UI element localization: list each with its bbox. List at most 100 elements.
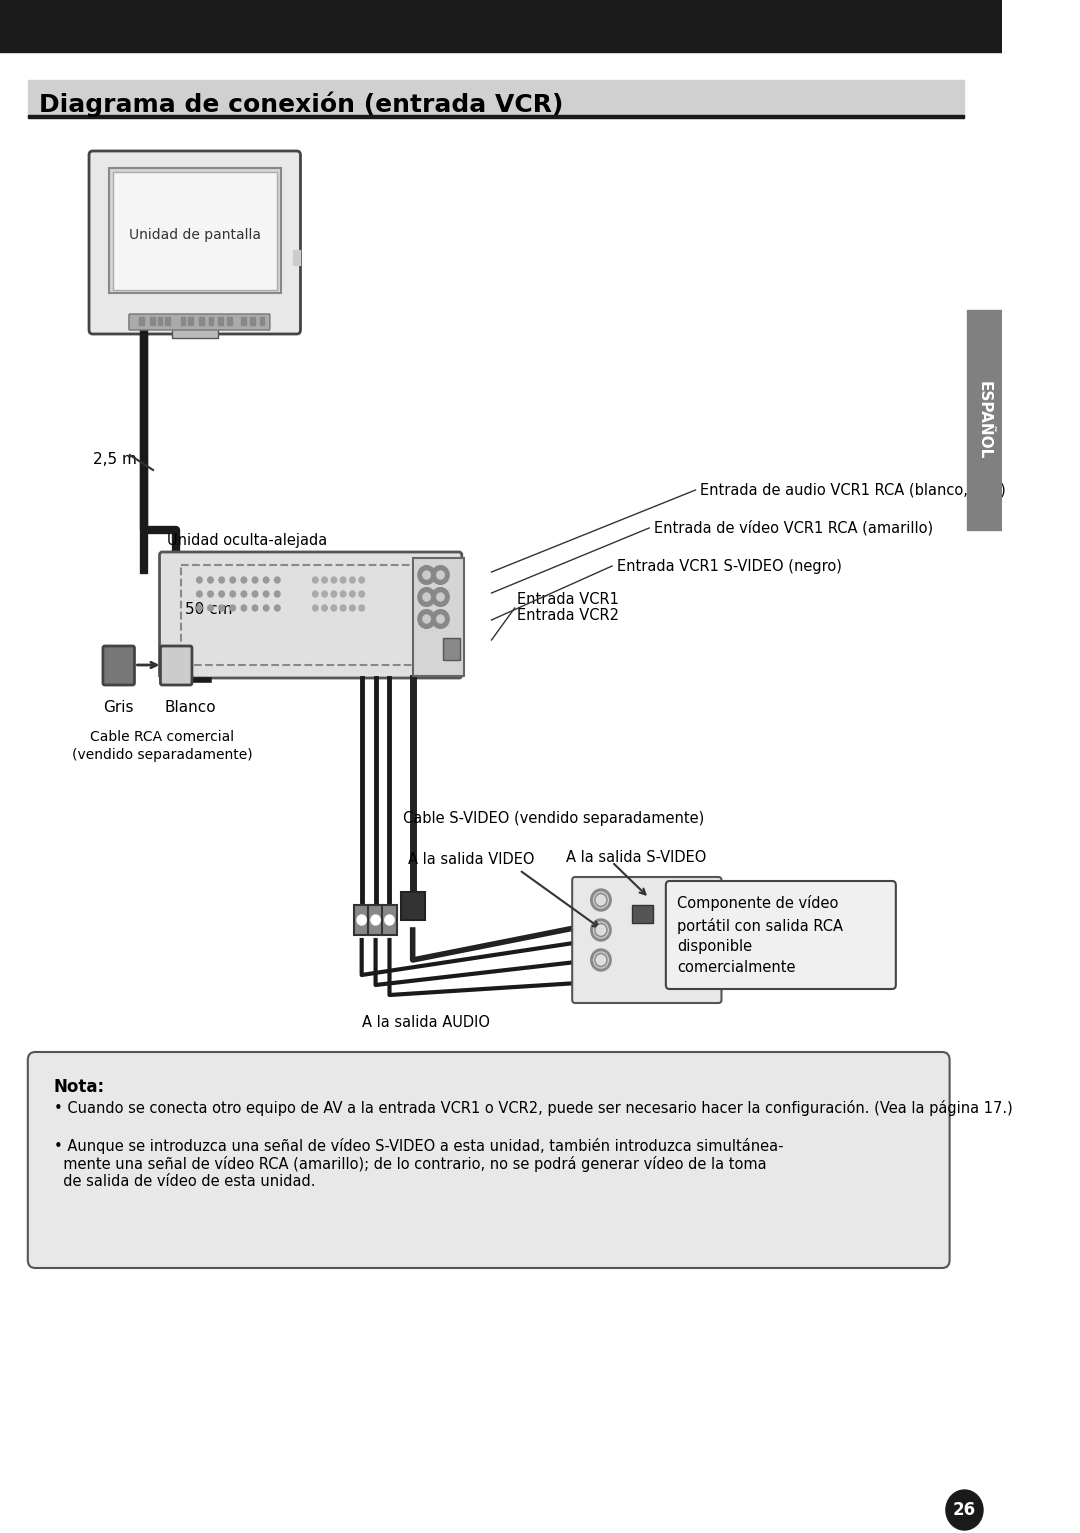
Bar	[150, 317, 154, 325]
Circle shape	[274, 606, 280, 612]
Circle shape	[418, 589, 435, 606]
Bar	[382, 904, 397, 935]
Text: Entrada VCR2: Entrada VCR2	[517, 609, 620, 624]
Circle shape	[591, 918, 611, 941]
Text: • Aunque se introduzca una señal de vídeo S-VIDEO a esta unidad, también introdu: • Aunque se introduzca una señal de víde…	[54, 1137, 783, 1154]
Bar	[172, 328, 218, 337]
FancyBboxPatch shape	[129, 314, 270, 330]
Circle shape	[207, 606, 213, 612]
Circle shape	[357, 915, 366, 924]
Circle shape	[219, 576, 225, 583]
Bar	[28, 80, 964, 118]
Text: Entrada VCR1 S-VIDEO (negro): Entrada VCR1 S-VIDEO (negro)	[617, 558, 841, 573]
Circle shape	[332, 576, 337, 583]
Circle shape	[274, 576, 280, 583]
Circle shape	[384, 915, 394, 924]
Bar	[968, 310, 1001, 530]
Text: Unidad oculta-alejada: Unidad oculta-alejada	[167, 533, 327, 547]
FancyBboxPatch shape	[103, 645, 135, 685]
FancyBboxPatch shape	[161, 645, 192, 685]
Bar	[139, 317, 144, 325]
Text: mente una señal de vídeo RCA (amarillo); de lo contrario, no se podrá generar ví: mente una señal de vídeo RCA (amarillo);…	[54, 1156, 767, 1173]
Circle shape	[312, 576, 319, 583]
Circle shape	[596, 924, 606, 935]
Text: Unidad de pantalla: Unidad de pantalla	[129, 228, 260, 242]
Bar	[443, 638, 460, 661]
Bar	[109, 169, 281, 293]
Circle shape	[230, 606, 235, 612]
Circle shape	[241, 606, 246, 612]
Bar	[113, 172, 278, 290]
Text: A la salida AUDIO: A la salida AUDIO	[362, 1015, 489, 1030]
Circle shape	[423, 615, 430, 622]
Text: • Cuando se conecta otro equipo de AV a la entrada VCR1 o VCR2, puede ser necesa: • Cuando se conecta otro equipo de AV a …	[54, 1101, 1013, 1116]
Bar	[0, 0, 1001, 52]
FancyBboxPatch shape	[160, 552, 462, 678]
Text: Componente de vídeo
portátil con salida RCA
disponible
comercialmente: Componente de vídeo portátil con salida …	[677, 895, 843, 975]
Bar	[28, 115, 964, 118]
Bar	[180, 317, 186, 325]
Bar	[354, 904, 369, 935]
Circle shape	[253, 592, 258, 596]
Circle shape	[332, 606, 337, 612]
Bar	[200, 317, 204, 325]
Circle shape	[423, 593, 430, 601]
Circle shape	[359, 576, 364, 583]
Circle shape	[264, 576, 269, 583]
Bar	[293, 250, 300, 265]
Circle shape	[253, 576, 258, 583]
Bar	[241, 317, 246, 325]
Circle shape	[591, 889, 611, 911]
Circle shape	[322, 592, 327, 596]
Circle shape	[359, 592, 364, 596]
Circle shape	[340, 592, 346, 596]
Circle shape	[436, 593, 444, 601]
Bar	[218, 317, 222, 325]
Text: Cable S-VIDEO (vendido separadamente): Cable S-VIDEO (vendido separadamente)	[404, 811, 704, 825]
Bar	[413, 558, 463, 676]
Circle shape	[274, 592, 280, 596]
Circle shape	[207, 576, 213, 583]
Circle shape	[264, 606, 269, 612]
Circle shape	[219, 592, 225, 596]
Circle shape	[197, 576, 202, 583]
Circle shape	[197, 606, 202, 612]
Text: A la salida S-VIDEO: A la salida S-VIDEO	[566, 851, 706, 866]
Circle shape	[322, 606, 327, 612]
Circle shape	[322, 576, 327, 583]
Bar	[165, 317, 170, 325]
Circle shape	[312, 606, 319, 612]
Circle shape	[264, 592, 269, 596]
Circle shape	[591, 949, 611, 970]
Circle shape	[423, 570, 430, 579]
Circle shape	[432, 566, 449, 584]
Text: Entrada de audio VCR1 RCA (blanco, rojo): Entrada de audio VCR1 RCA (blanco, rojo)	[700, 483, 1005, 498]
Text: Entrada VCR1: Entrada VCR1	[517, 592, 619, 607]
Text: de salida de vídeo de esta unidad.: de salida de vídeo de esta unidad.	[54, 1174, 315, 1190]
Text: 2,5 m: 2,5 m	[93, 452, 136, 468]
Circle shape	[253, 606, 258, 612]
Text: 50 cm: 50 cm	[186, 602, 233, 618]
Circle shape	[230, 576, 235, 583]
Circle shape	[230, 592, 235, 596]
Circle shape	[312, 592, 319, 596]
Bar	[180, 566, 445, 665]
Text: Diagrama de conexión (entrada VCR): Diagrama de conexión (entrada VCR)	[39, 92, 564, 117]
Circle shape	[432, 610, 449, 629]
Circle shape	[418, 610, 435, 629]
Bar	[188, 317, 193, 325]
Circle shape	[418, 566, 435, 584]
Bar	[401, 892, 424, 920]
Circle shape	[596, 955, 606, 964]
Circle shape	[436, 615, 444, 622]
Bar	[208, 317, 213, 325]
Bar	[259, 317, 265, 325]
Circle shape	[219, 606, 225, 612]
Text: Gris: Gris	[104, 701, 134, 714]
FancyBboxPatch shape	[89, 150, 300, 334]
Circle shape	[197, 592, 202, 596]
Circle shape	[340, 576, 346, 583]
Text: A la salida VIDEO: A la salida VIDEO	[408, 852, 535, 868]
Circle shape	[436, 570, 444, 579]
Circle shape	[241, 576, 246, 583]
